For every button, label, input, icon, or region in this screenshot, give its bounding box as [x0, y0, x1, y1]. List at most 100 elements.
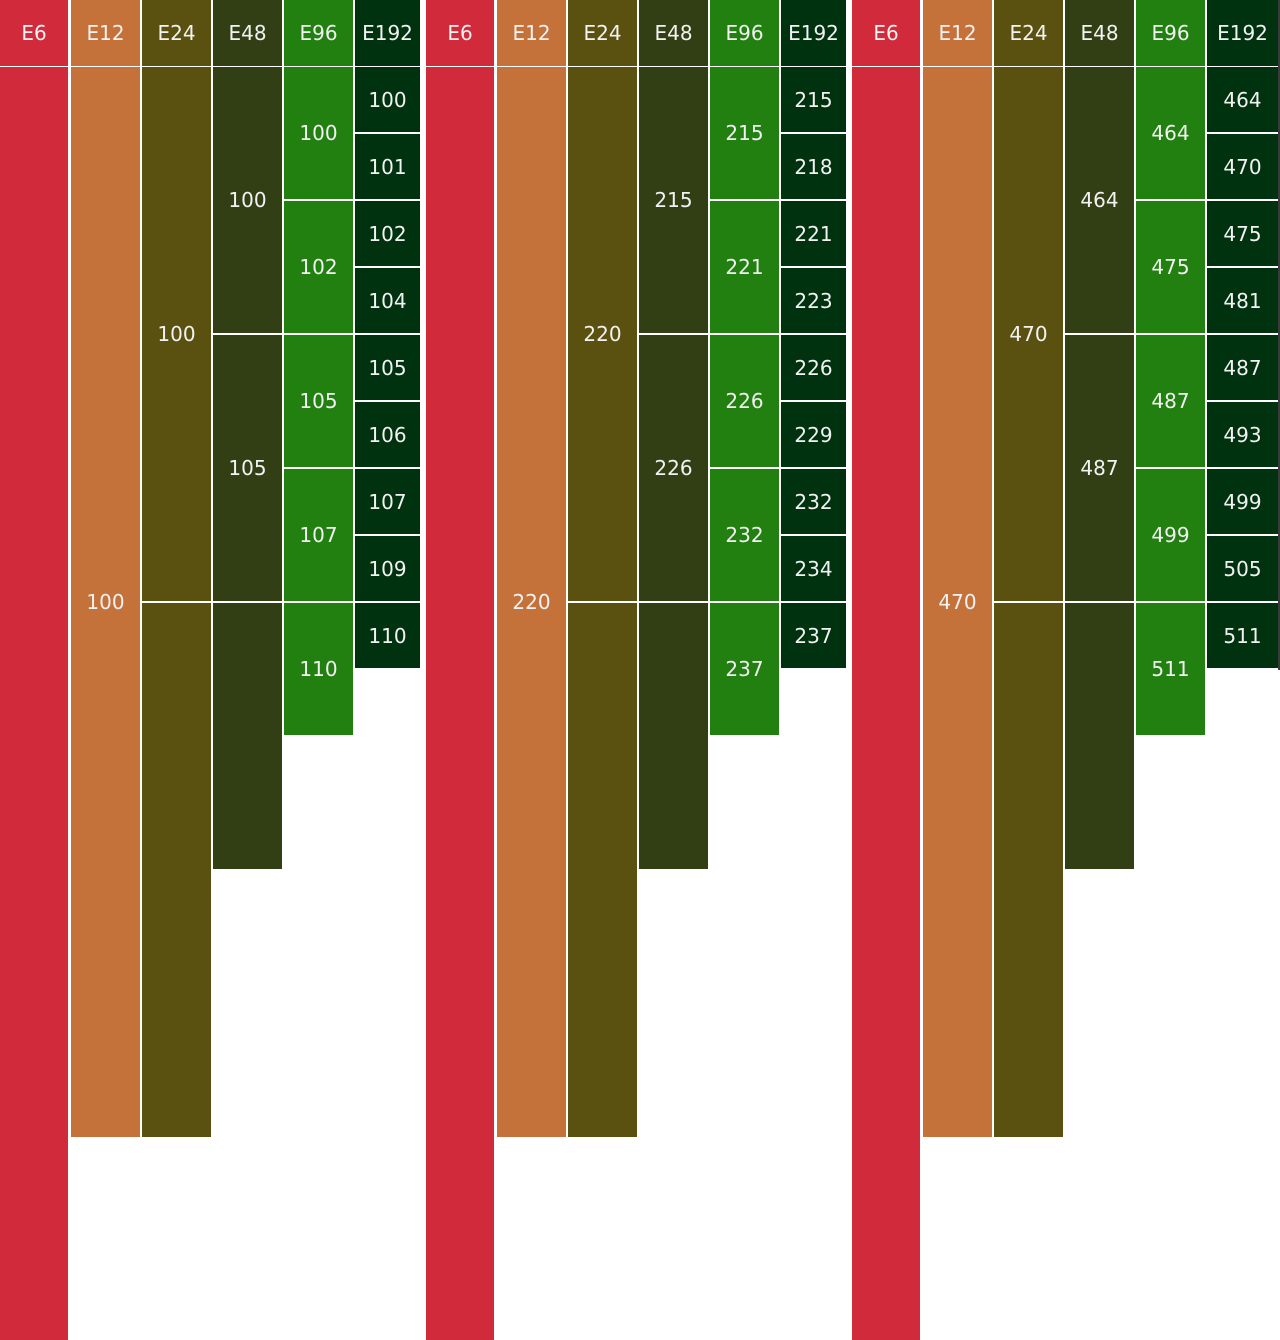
series-header-e48: E48: [1065, 0, 1134, 66]
series-header-e192: E192: [1207, 0, 1278, 66]
series-header-e192: E192: [355, 0, 420, 66]
value-cell: 220: [497, 67, 566, 1137]
value-cell: 232: [781, 469, 846, 534]
column-e24: E24 100: [142, 0, 211, 1137]
value-cell: [213, 603, 282, 869]
series-header-e96: E96: [710, 0, 779, 66]
column-e96: E96 464 475 487 499 511: [1136, 0, 1205, 735]
column-e12: E12 470: [923, 0, 992, 1137]
value-cell: [852, 67, 920, 1340]
value-cell: 110: [284, 603, 353, 735]
value-cell: 237: [781, 603, 846, 668]
value-cell: 234: [781, 536, 846, 601]
value-cell: 487: [1136, 335, 1205, 467]
column-e12: E12 220: [497, 0, 566, 1137]
series-header-e6: E6: [0, 0, 68, 66]
value-cell: 100: [142, 67, 211, 601]
value-cell: 223: [781, 268, 846, 333]
value-cell: 105: [355, 335, 420, 400]
column-e48: E48 215 226: [639, 0, 708, 869]
value-cell: 487: [1065, 335, 1134, 601]
column-e6: E6: [0, 0, 68, 1340]
value-cell: [568, 603, 637, 1137]
series-header-e24: E24: [142, 0, 211, 66]
value-cell: 511: [1136, 603, 1205, 735]
value-cell: 475: [1207, 201, 1278, 266]
value-cell: 511: [1207, 603, 1278, 668]
value-cell: 100: [71, 67, 140, 1137]
value-cell: 493: [1207, 402, 1278, 467]
value-cell: 470: [923, 67, 992, 1137]
value-cell: 226: [710, 335, 779, 467]
value-cell: 215: [781, 67, 846, 132]
column-e48: E48 100 105: [213, 0, 282, 869]
value-cell: 106: [355, 402, 420, 467]
value-cell: 470: [994, 67, 1063, 601]
value-cell: 109: [355, 536, 420, 601]
value-cell: 107: [355, 469, 420, 534]
value-cell: 481: [1207, 268, 1278, 333]
value-cell: 215: [639, 67, 708, 333]
series-header-e12: E12: [71, 0, 140, 66]
window-edge: [1278, 0, 1280, 670]
series-header-e96: E96: [1136, 0, 1205, 66]
value-cell: 105: [284, 335, 353, 467]
value-cell: 100: [213, 67, 282, 333]
value-cell: 226: [639, 335, 708, 601]
value-cell: 237: [710, 603, 779, 735]
decade-panel-1: E6 E12 100 E24 100 E48 100 105 E96 100 102 105 107 11…: [0, 0, 420, 1340]
decade-panel-3: E6 E12 470 E24 470 E48 464 487 E96 464 475 487 499 51…: [852, 0, 1280, 1340]
column-e24: E24 220: [568, 0, 637, 1137]
value-cell: 220: [568, 67, 637, 601]
column-e96: E96 215 221 226 232 237: [710, 0, 779, 735]
value-cell: 105: [213, 335, 282, 601]
value-cell: 464: [1136, 67, 1205, 199]
value-cell: [426, 67, 494, 1340]
value-cell: 221: [781, 201, 846, 266]
series-header-e6: E6: [852, 0, 920, 66]
column-e6: E6: [852, 0, 920, 1340]
value-cell: 475: [1136, 201, 1205, 333]
value-cell: [0, 67, 68, 1340]
value-cell: [1065, 603, 1134, 869]
value-cell: 232: [710, 469, 779, 601]
value-cell: [142, 603, 211, 1137]
series-header-e12: E12: [497, 0, 566, 66]
value-cell: 101: [355, 134, 420, 199]
series-header-e96: E96: [284, 0, 353, 66]
value-cell: 102: [355, 201, 420, 266]
value-cell: 107: [284, 469, 353, 601]
column-e48: E48 464 487: [1065, 0, 1134, 869]
value-cell: [639, 603, 708, 869]
value-cell: 221: [710, 201, 779, 333]
value-cell: 104: [355, 268, 420, 333]
series-header-e6: E6: [426, 0, 494, 66]
value-cell: [994, 603, 1063, 1137]
column-e192: E192 215 218 221 223 226 229 232 234 237: [781, 0, 846, 670]
column-e12: E12 100: [71, 0, 140, 1137]
column-e24: E24 470: [994, 0, 1063, 1137]
value-cell: 464: [1065, 67, 1134, 333]
series-header-e48: E48: [213, 0, 282, 66]
value-cell: 110: [355, 603, 420, 668]
value-cell: 487: [1207, 335, 1278, 400]
column-e192: E192 464 470 475 481 487 493 499 505 511: [1207, 0, 1278, 670]
value-cell: 505: [1207, 536, 1278, 601]
value-cell: 470: [1207, 134, 1278, 199]
column-e6: E6: [426, 0, 494, 1340]
value-cell: 499: [1136, 469, 1205, 601]
value-cell: 215: [710, 67, 779, 199]
value-cell: 102: [284, 201, 353, 333]
series-header-e48: E48: [639, 0, 708, 66]
value-cell: 464: [1207, 67, 1278, 132]
series-header-e12: E12: [923, 0, 992, 66]
value-cell: 100: [355, 67, 420, 132]
value-cell: 226: [781, 335, 846, 400]
series-header-e24: E24: [568, 0, 637, 66]
decade-panel-2: E6 E12 220 E24 220 E48 215 226 E96 215 221 226 232 23…: [426, 0, 846, 1340]
series-header-e24: E24: [994, 0, 1063, 66]
series-header-e192: E192: [781, 0, 846, 66]
value-cell: 229: [781, 402, 846, 467]
value-cell: 499: [1207, 469, 1278, 534]
column-e96: E96 100 102 105 107 110: [284, 0, 353, 735]
